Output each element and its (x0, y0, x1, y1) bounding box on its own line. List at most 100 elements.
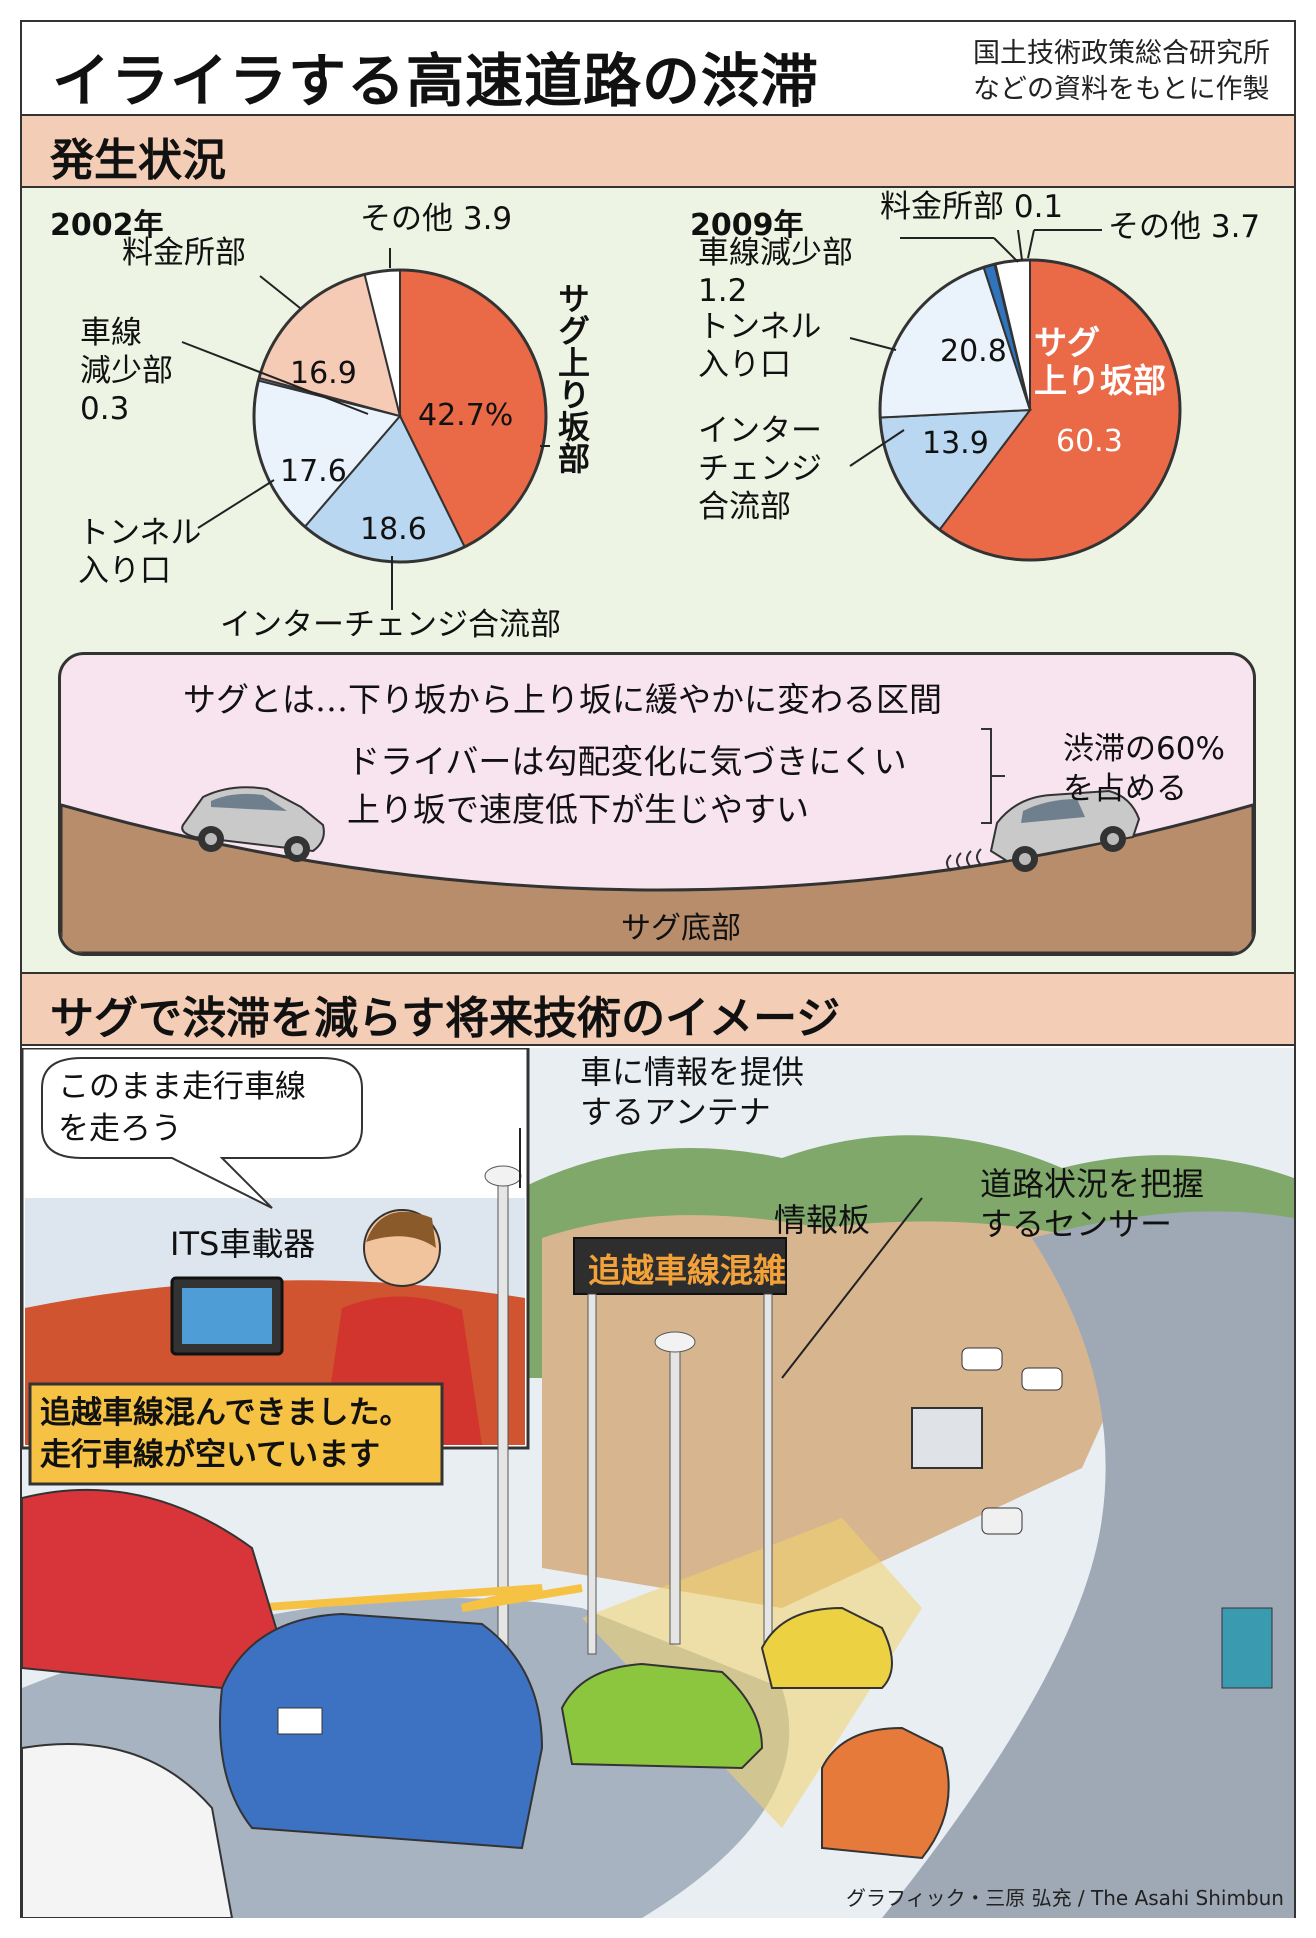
its-device-label: ITS車載器 (170, 1225, 316, 1263)
section-heading-future-tech-text: サグで渋滞を減らす将来技術のイメージ (50, 993, 841, 1044)
antenna-head (484, 1165, 522, 1187)
pie-2009-tunnel-value: 20.8 (940, 334, 1007, 369)
pie-2009-sag-label-line2: 上り坂部 (1034, 361, 1166, 400)
pie-2002-tunnel-label-line2: 入り口 (78, 553, 171, 589)
antenna-label: 車に情報を提供 するアンテナ (580, 1052, 804, 1132)
pie-2009-ic-label-line3: 合流部 (698, 489, 791, 525)
pie-2009-year: 2009年 (690, 208, 804, 243)
yellow-car-icon (760, 1606, 893, 1689)
driver-speech-line1: このまま走行車線 (58, 1069, 306, 1105)
pie-chart-2002 (252, 268, 548, 564)
sensor-leader (781, 1197, 923, 1379)
pie-2009-lane-label-line1: 車線減少部 (698, 235, 853, 271)
pie-2009-sag-label-line1: サグ (1034, 323, 1100, 362)
pie-2009-ic-value: 13.9 (922, 426, 989, 461)
info-board-text: 追越車線混雑 (588, 1251, 786, 1290)
section-heading-occurrence-text: 発生状況 (50, 135, 226, 186)
sag-reason-line2: 上り坂で速度低下が生じやすい (347, 790, 809, 829)
pie-2009-toll-label: 料金所部 0.1 (880, 189, 1064, 225)
pie-2009-other-label: その他 3.7 (1108, 209, 1261, 245)
info-board-pole-left (587, 1293, 597, 1655)
highway-scene (22, 1048, 1294, 1918)
distant-cars-icon (961, 1347, 1273, 1689)
pie-2009-tunnel-label: トンネル 入り口 (698, 308, 821, 384)
sag-share-note-line1: 渋滞の60% (1063, 731, 1225, 767)
pie-2009-lane-label: 車線減少部 1.2 (698, 234, 853, 310)
antenna-label-line2: するアンテナ (580, 1093, 771, 1131)
info-board (573, 1237, 787, 1295)
pie-2002-lane-label-line2: 減少部 (80, 353, 173, 389)
sag-ground (61, 803, 1253, 953)
slowdown-marks (946, 848, 982, 872)
its-message-line1: 追越車線混んできました。 (40, 1395, 411, 1431)
driver-speech: このまま走行車線 を走ろう (58, 1066, 306, 1150)
pie-2009-tunnel-leader (849, 337, 897, 351)
embankment (542, 1215, 1172, 1608)
pie-outline (878, 258, 1182, 562)
sag-definition: サグとは…下り坂から上り坂に緩やかに変わる区間 (183, 680, 942, 719)
pie-2002-toll-value: 16.9 (290, 356, 357, 391)
its-message: 追越車線混んできました。 走行車線が空いています (40, 1392, 410, 1476)
sag-share-note-line2: を占める (1063, 771, 1187, 807)
pie-2002-toll-label: 料金所部 (122, 235, 246, 271)
sag-explanation-box: サグとは…下り坂から上り坂に緩やかに変わる区間 ドライバーは勾配変化に気づきにく… (58, 652, 1256, 956)
pie-2002-lane-label: 車線 減少部 0.3 (80, 314, 173, 428)
pie-2009-lane-leader (993, 237, 1019, 263)
pie-2009-tunnel-label-line1: トンネル (698, 309, 822, 345)
section-heading-future-tech: サグで渋滞を減らす将来技術のイメージ (22, 972, 1294, 1046)
pie-2009-other-leader (1027, 229, 1035, 259)
pie-2009-tunnel-label-line2: 入り口 (698, 347, 791, 383)
sensor-label-line2: するセンサー (980, 1205, 1173, 1243)
pie-2009-lane-label-line2: 1.2 (698, 273, 748, 309)
pie-outline (252, 268, 548, 564)
pie-2009-ic-label: インター チェンジ 合流部 (698, 412, 822, 526)
its-device-display (182, 1288, 272, 1344)
source-line-1: 国土技術政策総合研究所 (973, 38, 1270, 69)
source-line-2: などの資料をもとに作製 (973, 74, 1270, 105)
sensor-pole (669, 1343, 681, 1645)
pie-2002-other-label: その他 3.9 (360, 201, 513, 237)
truck-icon (911, 1407, 983, 1469)
source-note: 国土技術政策総合研究所 などの資料をもとに作製 (973, 36, 1270, 108)
sensor-head (654, 1331, 696, 1353)
sag-bottom-label: サグ底部 (621, 911, 741, 946)
red-car-icon (22, 1488, 284, 1690)
blue-car-icon (219, 1612, 544, 1850)
antenna-pole (497, 1177, 509, 1649)
car-left-icon (181, 786, 325, 862)
pie-2002-tunnel-label-line1: トンネル (78, 515, 202, 551)
green-car-icon (560, 1662, 764, 1770)
driver-hair (366, 1211, 436, 1248)
antenna-label-line1: 車に情報を提供 (580, 1053, 805, 1091)
pie-2002-tunnel-leader (197, 479, 275, 529)
section-heading-occurrence: 発生状況 (22, 114, 1294, 188)
occurrence-section: 2002年 42.7% 18.6 17.6 16.9 サグ上り坂部 インターチェ… (22, 188, 1294, 972)
sag-ground-illustration (61, 728, 1253, 953)
pie-2002-ic-value: 18.6 (360, 512, 427, 547)
its-message-line2: 走行車線が空いています (40, 1437, 381, 1473)
pie-2009-ic-label-line2: チェンジ (698, 451, 822, 487)
car-right-icon (989, 789, 1141, 872)
pie-2002-sag-value: 42.7% (418, 398, 514, 433)
pie-2002-toll-leader (259, 275, 301, 309)
sensor-label-line1: 道路状況を把握 (980, 1165, 1205, 1203)
sag-bracket (981, 728, 1005, 824)
pie-2002-lane-label-line3: 0.3 (80, 391, 130, 427)
pie-2002-lane-label-line1: 車線 (80, 315, 142, 351)
pie-2002-ic-label: インターチェンジ合流部 (220, 607, 561, 643)
page-title: イライラする高速道路の渋滞 (52, 47, 820, 115)
info-board-label: 情報板 (774, 1201, 871, 1239)
its-message-box (28, 1382, 444, 1486)
pie-2009-ic-leader (849, 429, 905, 467)
pie-2009-sag-label: サグ 上り坂部 (1034, 324, 1166, 400)
white-car-icon (22, 1743, 234, 1918)
sag-share-note: 渋滞の60% を占める (1063, 729, 1225, 809)
signal-bolt (251, 1584, 583, 1612)
speech-bubble (41, 1057, 363, 1209)
pie-2002-sag-label: サグ上り坂部 (553, 282, 591, 474)
pie-2002-year: 2002年 (50, 208, 164, 243)
highway-road (882, 1211, 1294, 1918)
pie-2009-leader-lines (849, 229, 1102, 467)
pie-2009-toll-leader (1017, 229, 1023, 261)
pie-2009-ic-label-line1: インター (698, 413, 822, 449)
